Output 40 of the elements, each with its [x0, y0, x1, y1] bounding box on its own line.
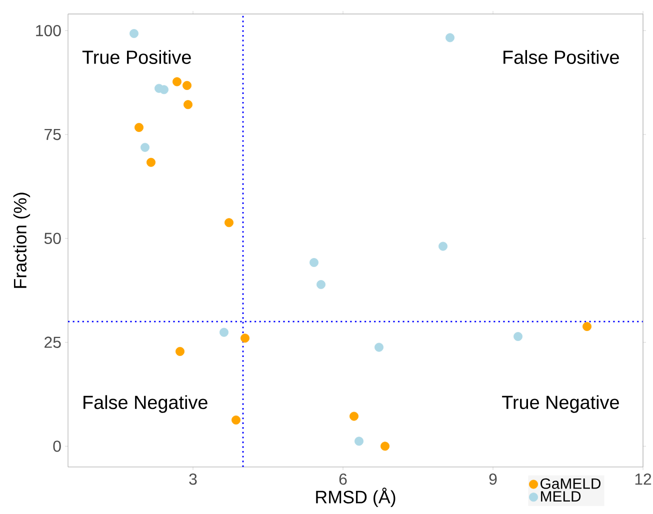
x-tick-label: 6: [339, 474, 347, 485]
y-tick-label: 0: [53, 440, 61, 452]
point: [438, 242, 448, 251]
y-axis-title: Fraction (%): [13, 192, 30, 288]
annotation: True Negative: [502, 395, 619, 413]
annotation: False Positive: [504, 50, 619, 64]
x-axis-title: RMSD (Å): [316, 488, 396, 507]
point: [240, 334, 250, 343]
point: [374, 342, 384, 352]
y-tick-label: 75: [44, 128, 61, 140]
annotation: True Positive: [82, 50, 191, 64]
point: [224, 218, 234, 228]
point: [172, 77, 182, 86]
point: [446, 33, 455, 42]
annotation: False Negative: [84, 395, 208, 413]
point: [160, 85, 169, 94]
point: [232, 416, 241, 425]
point: [220, 328, 229, 337]
point: [514, 332, 523, 341]
point: [350, 412, 359, 421]
x-tick-label: 3: [189, 474, 197, 485]
point: [184, 100, 193, 110]
point: [354, 436, 364, 446]
point: [380, 442, 390, 451]
point: [182, 80, 192, 90]
point: [130, 29, 139, 38]
x-tick-label: 9: [489, 474, 497, 485]
y-tick-label: 25: [44, 336, 61, 348]
point: [176, 346, 185, 356]
y-tick-label: 50: [44, 232, 61, 244]
point: [140, 142, 150, 152]
legend-label: MELD: [541, 491, 581, 502]
point: [582, 322, 592, 332]
point: [310, 258, 319, 268]
point: [134, 122, 144, 132]
x-tick-label: 12: [635, 474, 652, 485]
point: [316, 280, 326, 290]
y-tick-label: 100: [36, 24, 61, 36]
legend-label: GaMELD: [540, 478, 601, 489]
point: [146, 158, 156, 167]
